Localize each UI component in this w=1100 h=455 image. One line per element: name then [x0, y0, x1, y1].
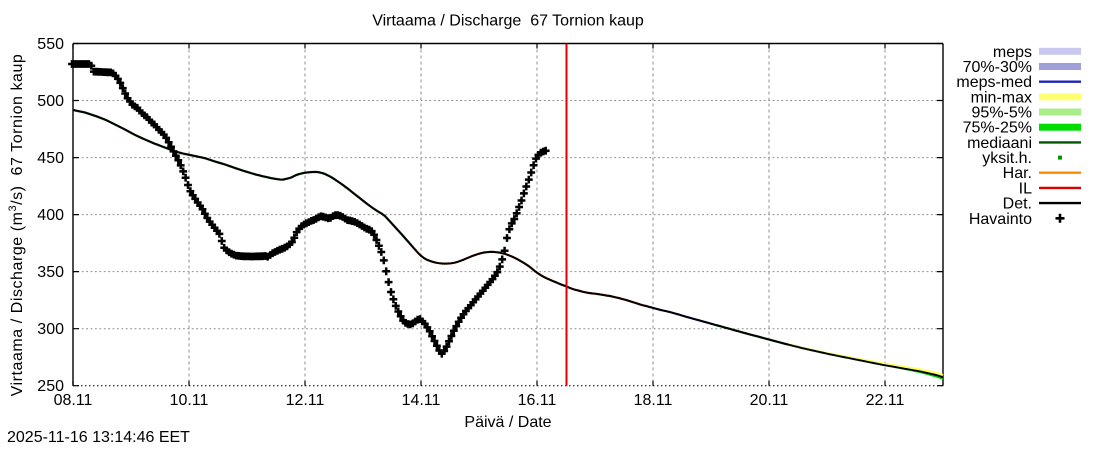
svg-text:400: 400: [37, 207, 64, 224]
svg-text:08.11: 08.11: [54, 392, 93, 409]
svg-text:350: 350: [37, 264, 64, 281]
svg-text:2025-11-16 13:14:46 EET: 2025-11-16 13:14:46 EET: [7, 429, 190, 446]
svg-text:Virtaama / Discharge (m3/s) 6: Virtaama / Discharge (m3/s) 67 Tornion k…: [7, 54, 26, 397]
svg-text:mediaani: mediaani: [967, 135, 1032, 152]
svg-text:IL: IL: [1019, 180, 1032, 197]
svg-text:20.11: 20.11: [750, 392, 789, 409]
svg-text:95%-5%: 95%-5%: [972, 105, 1032, 122]
svg-text:18.11: 18.11: [634, 392, 673, 409]
svg-text:75%-25%: 75%-25%: [963, 120, 1032, 137]
svg-text:Havainto: Havainto: [969, 211, 1032, 228]
svg-text:250: 250: [37, 378, 64, 395]
svg-text:16.11: 16.11: [518, 392, 557, 409]
svg-text:10.11: 10.11: [170, 392, 209, 409]
svg-text:meps: meps: [993, 44, 1032, 61]
svg-text:22.11: 22.11: [866, 392, 905, 409]
svg-text:550: 550: [37, 36, 64, 53]
svg-text:12.11: 12.11: [286, 392, 325, 409]
svg-text:500: 500: [37, 93, 64, 110]
svg-text:70%-30%: 70%-30%: [963, 59, 1032, 76]
svg-text:Virtaama / Discharge 67 Torni: Virtaama / Discharge 67 Tornion kaup: [372, 13, 644, 30]
svg-text:Har.: Har.: [1003, 165, 1032, 182]
svg-text:450: 450: [37, 150, 64, 167]
svg-text:meps-med: meps-med: [956, 74, 1032, 91]
svg-text:14.11: 14.11: [402, 392, 441, 409]
svg-text:yksit.h.: yksit.h.: [982, 150, 1032, 167]
svg-text:Det.: Det.: [1003, 196, 1032, 213]
svg-text:Päivä / Date: Päivä / Date: [464, 414, 551, 431]
svg-text:min-max: min-max: [971, 89, 1032, 106]
svg-text:300: 300: [37, 321, 64, 338]
